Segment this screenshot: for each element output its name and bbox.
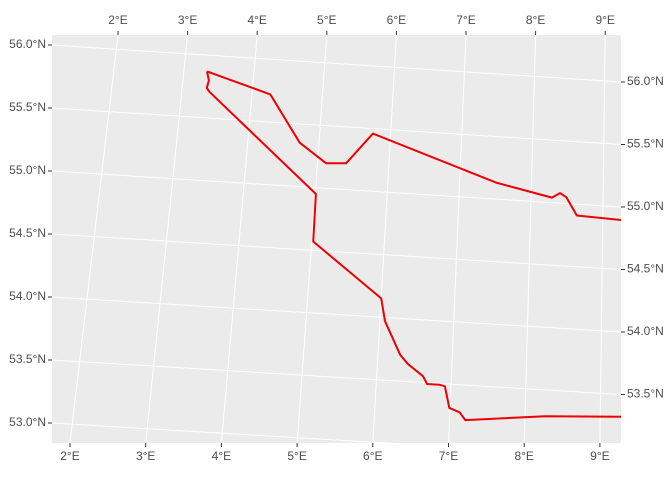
x-tick-label-top: 4°E	[247, 13, 266, 27]
grid-line	[372, 35, 397, 443]
y-tick-label: 53.5°N	[9, 352, 46, 366]
x-tick-label: 5°E	[287, 449, 306, 463]
y-tick-label-right: 55.0°N	[627, 199, 664, 213]
boundary	[205, 70, 621, 422]
x-tick-label-top: 6°E	[387, 13, 406, 27]
x-tick-label: 7°E	[439, 449, 458, 463]
x-tick-label-top: 7°E	[456, 13, 475, 27]
grid-line	[448, 35, 467, 443]
x-tick-label: 6°E	[363, 449, 382, 463]
grid-line	[52, 170, 621, 208]
graticule	[52, 35, 621, 443]
grid-line	[69, 35, 119, 443]
y-tick-label-right: 54.5°N	[627, 262, 664, 276]
grid-line	[52, 44, 621, 83]
x-tick-label-top: 8°E	[526, 13, 545, 27]
x-tick-label: 9°E	[590, 449, 609, 463]
grid-line	[52, 359, 621, 395]
grid-line	[145, 35, 189, 443]
grid-line	[52, 107, 621, 145]
x-tick-label-top: 5°E	[317, 13, 336, 27]
grid-line	[599, 35, 606, 443]
y-tick-label: 53.0°N	[9, 415, 46, 429]
x-tick-label: 2°E	[60, 449, 79, 463]
y-tick-label: 55.5°N	[9, 100, 46, 114]
x-tick-label-top: 9°E	[595, 13, 614, 27]
map-layer	[205, 70, 621, 422]
x-tick-label-top: 3°E	[178, 13, 197, 27]
y-tick-label-right: 55.5°N	[627, 137, 664, 151]
grid-line	[52, 233, 621, 270]
y-tick-label-right: 56.0°N	[627, 74, 664, 88]
x-tick-label-top: 2°E	[108, 13, 127, 27]
x-tick-label: 8°E	[514, 449, 533, 463]
x-tick-label: 3°E	[136, 449, 155, 463]
y-tick-label: 54.0°N	[9, 289, 46, 303]
grid-line	[52, 296, 621, 333]
grid-line	[52, 422, 396, 443]
y-tick-label: 54.5°N	[9, 226, 46, 240]
y-tick-label: 55.0°N	[9, 163, 46, 177]
grid-line	[523, 35, 537, 443]
y-tick-label-right: 53.5°N	[627, 387, 664, 401]
axes: 2°E 2°E 3°E 3°E 4°E 4°E 5°E 5°E 6°E 6°E 7°E 7°E 8°E 8…	[9, 13, 664, 463]
x-tick-label: 4°E	[212, 449, 231, 463]
grid-line	[220, 35, 258, 443]
y-tick-label: 56.0°N	[9, 37, 46, 51]
y-tick-label-right: 54.0°N	[627, 324, 664, 338]
